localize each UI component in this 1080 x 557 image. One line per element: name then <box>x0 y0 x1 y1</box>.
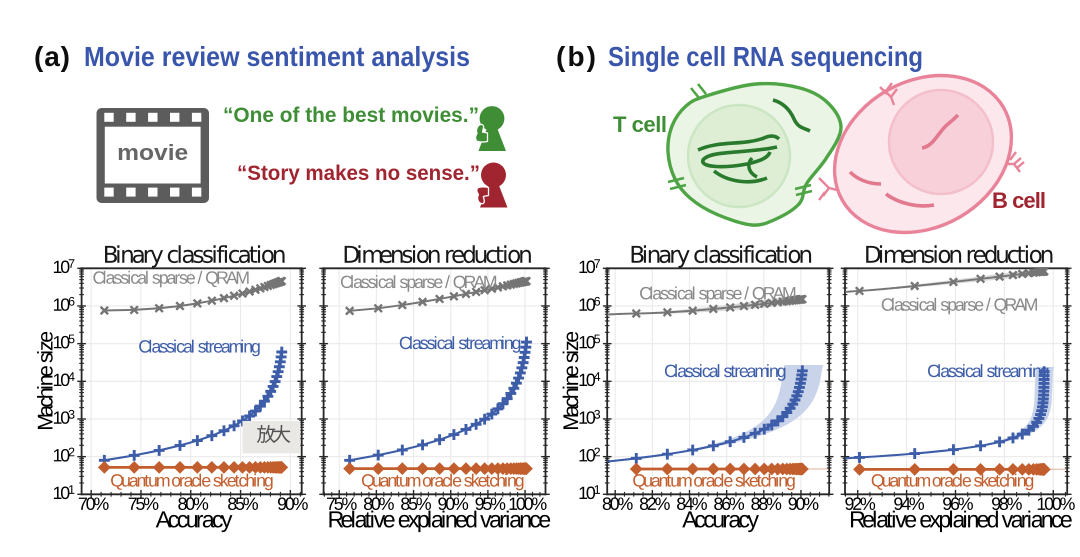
svg-text:“One of the best movies.”: “One of the best movies.” <box>223 104 479 127</box>
svg-text:T cell: T cell <box>613 112 667 137</box>
svg-text:Movie review sentiment analysi: Movie review sentiment analysis <box>84 41 470 72</box>
svg-text:(b): (b) <box>556 41 596 72</box>
svg-text:movie: movie <box>117 140 188 165</box>
svg-text:“Story makes no sense.”: “Story makes no sense.” <box>237 162 480 185</box>
svg-text:Single cell RNA sequencing: Single cell RNA sequencing <box>608 41 923 72</box>
svg-text:(a): (a) <box>34 41 70 72</box>
svg-text:B cell: B cell <box>992 188 1046 213</box>
